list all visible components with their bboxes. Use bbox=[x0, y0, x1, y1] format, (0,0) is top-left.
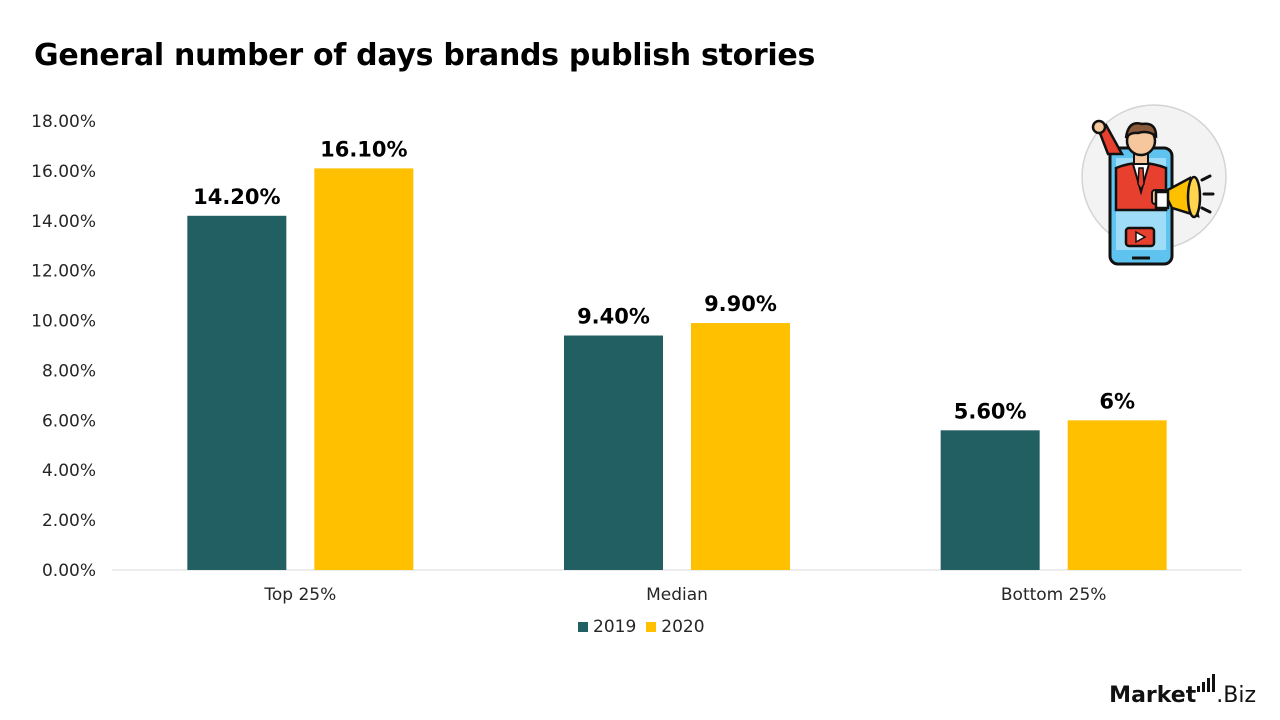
y-tick-label: 0.00% bbox=[42, 561, 96, 581]
x-category-label: Bottom 25% bbox=[1001, 585, 1107, 605]
y-tick-label: 10.00% bbox=[31, 312, 96, 332]
data-label-2020-0: 16.10% bbox=[320, 137, 407, 161]
logo-text-market: Market bbox=[1109, 683, 1197, 708]
legend-item-2019: 2019 bbox=[578, 617, 636, 637]
legend-label-2020: 2020 bbox=[661, 617, 705, 637]
data-label-2020-2: 6% bbox=[1099, 389, 1135, 413]
legend-item-2020: 2020 bbox=[646, 617, 705, 637]
data-label-2020-1: 9.90% bbox=[704, 292, 777, 316]
data-label-2019-2: 5.60% bbox=[954, 399, 1027, 423]
legend-label-2019: 2019 bbox=[593, 617, 637, 637]
y-tick-label: 6.00% bbox=[42, 411, 96, 431]
logo-text-biz: .Biz bbox=[1216, 683, 1256, 708]
data-label-2019-0: 14.20% bbox=[193, 185, 280, 209]
bar-2020-1 bbox=[691, 323, 790, 570]
bar-2020-0 bbox=[314, 168, 414, 570]
y-tick-label: 18.00% bbox=[31, 112, 96, 132]
x-category-label: Top 25% bbox=[263, 585, 336, 605]
data-label-2019-1: 9.40% bbox=[577, 305, 650, 329]
y-tick-label: 2.00% bbox=[42, 511, 96, 531]
legend-swatch-2019 bbox=[578, 622, 588, 632]
chart-legend: 2019 2020 bbox=[578, 617, 705, 637]
bar-2019-1 bbox=[564, 335, 663, 570]
bar-2019-0 bbox=[187, 215, 287, 571]
y-tick-label: 14.00% bbox=[31, 212, 96, 232]
logo-bars-icon bbox=[1197, 674, 1216, 692]
bar-2020-2 bbox=[1067, 420, 1167, 570]
marketbiz-logo: Market .Biz bbox=[1109, 674, 1256, 708]
y-tick-label: 8.00% bbox=[42, 361, 96, 381]
y-tick-label: 16.00% bbox=[31, 162, 96, 182]
promoter-megaphone-phone-icon bbox=[1081, 104, 1227, 266]
legend-swatch-2020 bbox=[646, 622, 657, 632]
bar-2019-2 bbox=[940, 430, 1040, 570]
y-tick-label: 12.00% bbox=[31, 262, 96, 282]
y-tick-label: 4.00% bbox=[42, 461, 96, 481]
x-category-label: Median bbox=[646, 585, 708, 605]
chart-title: General number of days brands publish st… bbox=[34, 38, 816, 73]
